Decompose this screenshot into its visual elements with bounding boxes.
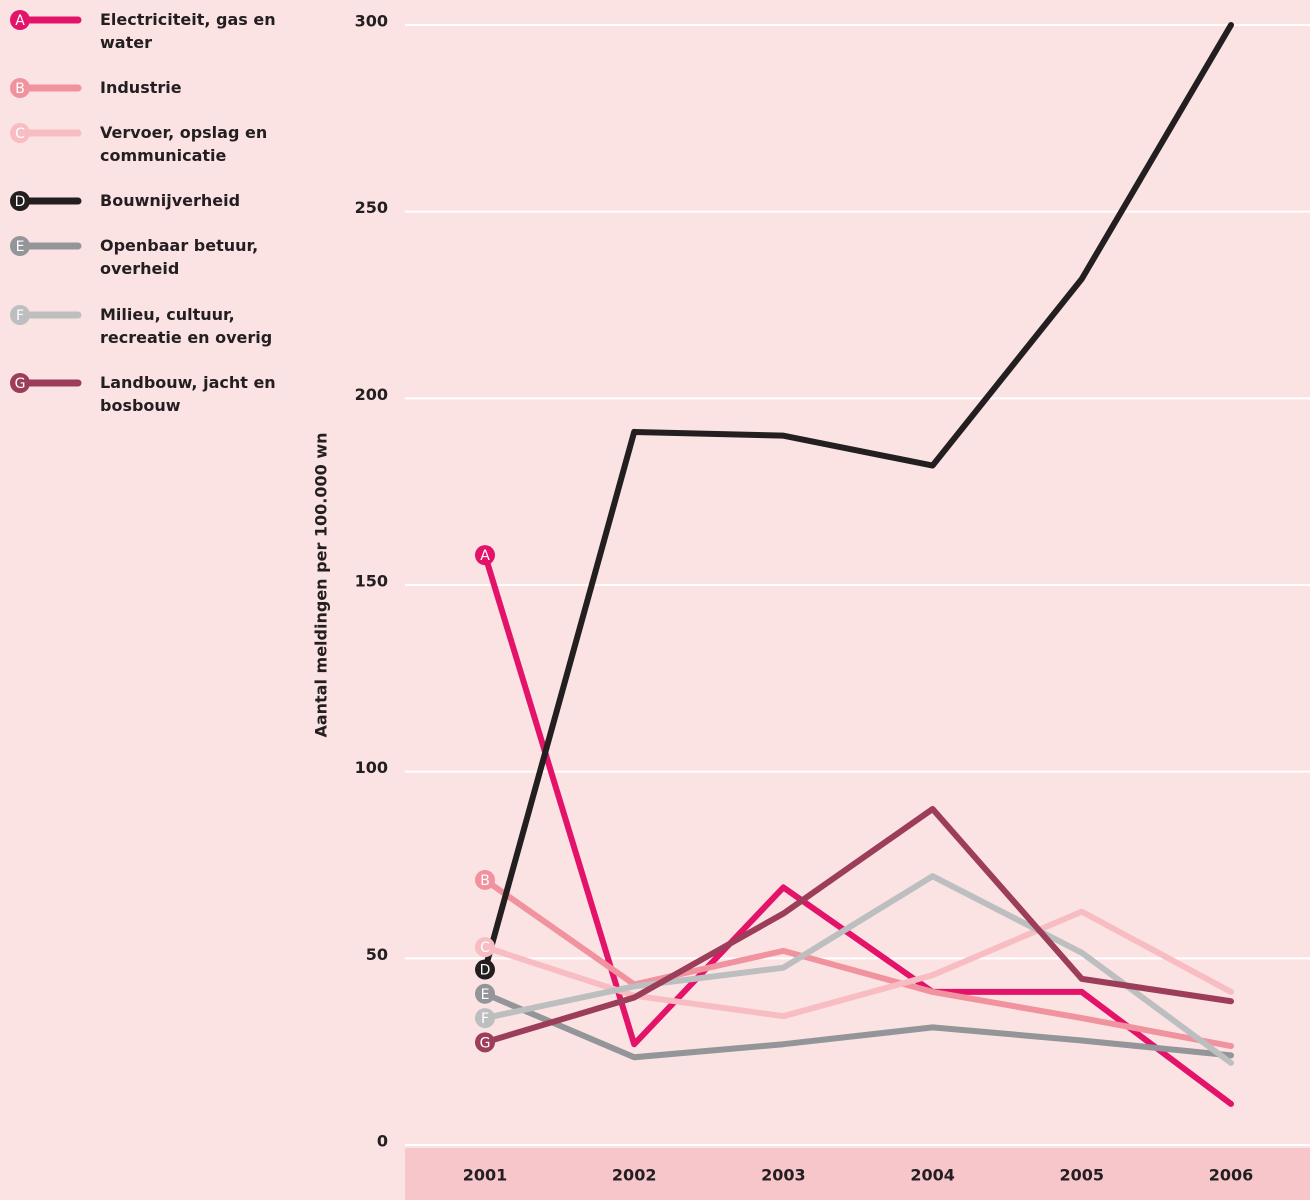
y-tick-label: 150 [355, 572, 388, 591]
legend-marker [10, 78, 30, 98]
legend-marker-label: B [15, 81, 25, 97]
legend-label: Bouwnijverheid [100, 191, 241, 210]
x-tick-label: 2004 [910, 1166, 955, 1185]
legend-label: Electriciteit, gas en water [100, 10, 276, 52]
y-tick-label: 200 [355, 385, 388, 404]
series-line [482, 990, 1234, 1061]
x-axis-band [405, 1148, 1310, 1200]
series-marker-label: C [480, 940, 490, 956]
series-marker [475, 545, 495, 566]
legend-label: Landbouw, jacht en bosbouw [100, 373, 276, 415]
legend-label: Openbaar betuur, overheid [100, 236, 259, 278]
series-line [482, 806, 1234, 1046]
legend-marker-label: G [15, 376, 26, 392]
legend-marker-label: F [16, 308, 24, 324]
legend-label: Industrie [100, 78, 182, 97]
x-tick-label: 2006 [1209, 1166, 1254, 1185]
series-marker-label: F [481, 1011, 489, 1027]
legend-label: Vervoer, opslag en communicatie [100, 123, 268, 165]
y-tick-label: 250 [355, 198, 388, 217]
series-line [482, 876, 1234, 1050]
legend-marker [10, 123, 30, 143]
series-line [482, 552, 1234, 1107]
series-marker-label: D [480, 963, 491, 979]
legend-marker [10, 191, 30, 211]
y-tick-label: 100 [355, 758, 388, 777]
series-line [482, 908, 1234, 1020]
legend-label: Milieu, cultuur, recreatie en overig [100, 305, 273, 347]
series-marker [475, 959, 495, 980]
series-marker [475, 1032, 495, 1053]
series-marker-label: B [480, 873, 490, 889]
series-marker-label: E [481, 987, 490, 1003]
series-marker [475, 1008, 495, 1029]
y-tick-label: 300 [355, 12, 388, 31]
series-marker [475, 869, 495, 890]
legend-marker [10, 10, 30, 30]
x-tick-label: 2002 [612, 1166, 657, 1185]
series-marker [475, 937, 495, 958]
legend-marker-label: A [15, 13, 25, 29]
legend-marker-label: D [15, 194, 26, 210]
legend-marker [10, 373, 30, 393]
legend-marker [10, 305, 30, 325]
series-line [482, 873, 1234, 1066]
legend-marker-label: E [16, 239, 25, 255]
series-line [482, 22, 1234, 973]
series-marker-label: G [480, 1035, 491, 1051]
legend-marker [10, 236, 30, 256]
series-marker-label: A [480, 548, 490, 564]
x-tick-label: 2001 [463, 1166, 508, 1185]
legend-marker-label: C [15, 126, 25, 142]
series-marker [475, 983, 495, 1004]
y-tick-label: 50 [366, 945, 388, 964]
y-axis-label: Aantal meldingen per 100.000 wn [312, 432, 331, 737]
x-tick-label: 2005 [1060, 1166, 1105, 1185]
y-tick-label: 0 [377, 1132, 388, 1151]
x-tick-label: 2003 [761, 1166, 806, 1185]
